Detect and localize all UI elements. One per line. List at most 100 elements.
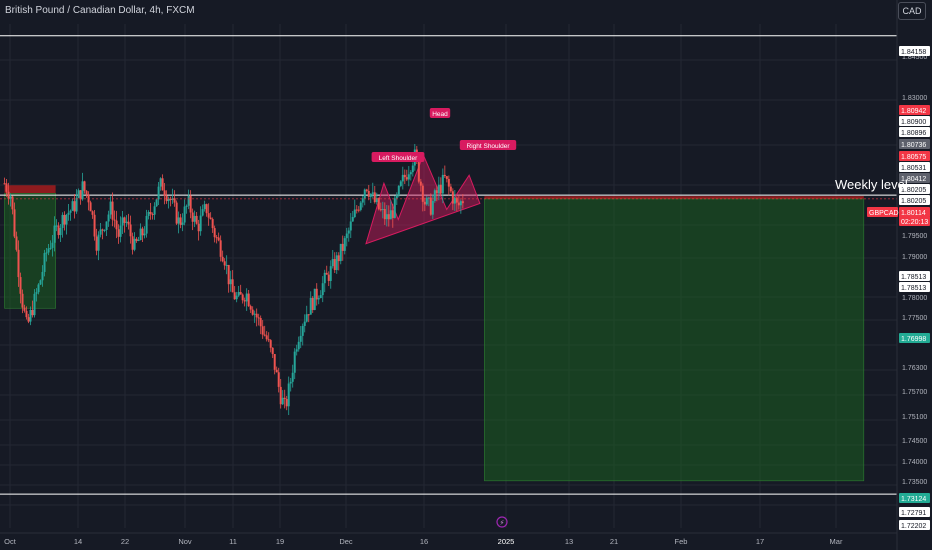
candle-body [309, 297, 312, 315]
price-label-text: 1.80575 [901, 154, 926, 161]
weekly-level-label: Weekly level [835, 177, 908, 192]
y-tick-label: 1.73500 [902, 479, 927, 486]
candle-body [87, 194, 90, 203]
candle-body [111, 201, 114, 220]
candle-body [63, 214, 66, 225]
candle-body [169, 198, 172, 201]
price-label-bg [899, 139, 930, 149]
y-tick-label: 1.78000 [902, 295, 927, 302]
zone-red [4, 185, 56, 194]
candle-body [231, 279, 234, 293]
candle-body [89, 202, 92, 212]
price-label-bg [899, 105, 930, 115]
candle-body [101, 229, 104, 231]
candle-body [201, 209, 204, 216]
candle-body [313, 288, 316, 310]
candle-body [385, 214, 388, 220]
price-label-bg [899, 173, 930, 183]
candle-body [175, 202, 178, 224]
candle-body [125, 221, 128, 223]
candle-body [203, 204, 206, 210]
price-label-text: 1.80942 [901, 108, 926, 115]
price-label-bg [899, 162, 930, 172]
candle-body [293, 351, 296, 373]
candle-body [307, 314, 310, 316]
candle-body [365, 189, 368, 191]
candle-body [351, 216, 354, 222]
price-label-text: 1.78513 [901, 285, 926, 292]
candle-body [441, 174, 444, 194]
candle-body [73, 201, 76, 212]
price-label-bg [899, 127, 930, 137]
candle-body [227, 264, 230, 285]
candle-body [127, 221, 130, 225]
candle-body [129, 224, 132, 237]
candle-body [187, 195, 190, 206]
candle-body [315, 288, 318, 300]
candle-body [297, 341, 300, 350]
candle-body [393, 198, 396, 218]
candle-body [157, 186, 160, 200]
candle-body [421, 185, 424, 202]
y-tick-label: 1.76300 [902, 365, 927, 372]
candle-body [279, 386, 282, 405]
x-tick-label: 21 [610, 537, 618, 546]
candle-body [177, 217, 180, 224]
price-label-text: 1.80114 [901, 210, 926, 217]
price-label-bg [899, 271, 930, 281]
y-tick-label: 1.74000 [902, 459, 927, 466]
candle-body [285, 398, 288, 407]
left-shoulder-label: Left Shoulder [371, 152, 425, 162]
x-tick-label: Nov [178, 537, 192, 546]
candle-body [241, 294, 244, 301]
candle-body [331, 259, 334, 267]
candle-body [277, 372, 280, 387]
x-tick-label: 11 [229, 537, 237, 546]
symbol-tag-bg [867, 207, 898, 217]
candle-body [417, 161, 420, 182]
price-label-text: 1.73124 [901, 496, 926, 503]
head-label-bg [429, 108, 451, 118]
candle-body [167, 198, 170, 202]
candle-body [47, 248, 50, 253]
x-tick-label: Oct [4, 537, 17, 546]
candle-body [145, 215, 148, 234]
candle-body [437, 184, 440, 194]
candle-body [165, 195, 168, 202]
price-label-text: 1.80736 [901, 142, 926, 149]
candle-body [411, 165, 414, 173]
x-tick-label: Dec [339, 537, 353, 546]
lightning-event-icon [496, 516, 508, 528]
candle-body [185, 205, 188, 207]
price-label-bg [899, 151, 930, 161]
y-tick-label: 1.83000 [902, 95, 927, 102]
candle-body [383, 209, 386, 220]
price-label-text: 1.80205 [901, 187, 926, 194]
candle-body [17, 249, 20, 278]
price-label-text: 1.80900 [901, 119, 926, 126]
candle-body [41, 271, 44, 281]
y-tick-label: 1.77500 [902, 315, 927, 322]
lightning-glyph: ⚡ [500, 519, 505, 527]
candle-body [267, 339, 270, 341]
currency-button[interactable]: CAD [898, 2, 926, 20]
price-label-text: 1.80412 [901, 176, 926, 183]
zone-green [484, 198, 865, 482]
candle-body [135, 238, 138, 241]
candle-body [229, 279, 232, 285]
y-tick-label: 1.75100 [902, 414, 927, 421]
candle-body [225, 264, 228, 266]
candle-body [97, 234, 100, 251]
x-tick-label: 19 [276, 537, 284, 546]
candle-body [453, 197, 456, 204]
candle-body [33, 293, 36, 316]
price-label-text: 1.78513 [901, 274, 926, 281]
candle-body [191, 212, 194, 222]
x-tick-label: 2025 [498, 537, 515, 546]
candle-body [139, 228, 142, 241]
candle-body [375, 198, 378, 203]
candle-body [155, 199, 158, 207]
candle-body [261, 326, 264, 335]
candle-body [295, 349, 298, 352]
